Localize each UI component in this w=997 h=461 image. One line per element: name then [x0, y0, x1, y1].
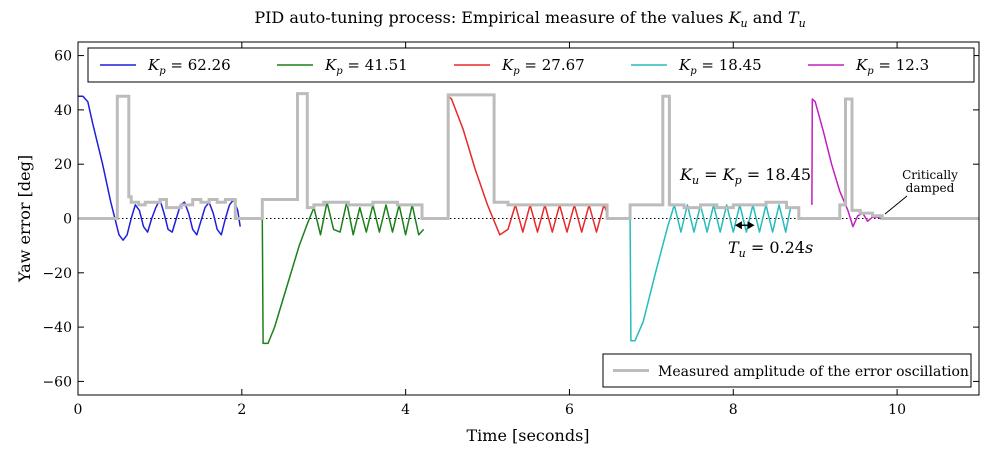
legend-label-5: Kp = 12.3 [855, 56, 929, 77]
ku-k: K [679, 165, 693, 184]
critically-damped-pointer [884, 195, 908, 215]
series-line-5 [811, 98, 902, 228]
title-tu-sub: u [799, 17, 806, 30]
critically-damped-line2: damped [906, 181, 955, 195]
legend-k: K [501, 56, 514, 74]
chart-title: PID auto-tuning process: Empirical measu… [254, 8, 805, 30]
amplitude-layer [78, 92, 979, 220]
legend-sub: p [867, 66, 874, 77]
title-ku-k: K [728, 8, 742, 27]
title-ku-sub: u [741, 17, 748, 30]
ku-eq: = [699, 165, 723, 184]
ku-value: = 18.45 [742, 165, 811, 184]
y-tick-label: −20 [42, 266, 72, 282]
tu-double-arrow [734, 221, 755, 230]
ku-sub: u [692, 174, 699, 187]
legend-label-4: Kp = 18.45 [678, 56, 762, 77]
tu-unit: s [805, 238, 813, 257]
legend-label-1: Kp = 62.26 [147, 56, 231, 77]
y-ticks: −60 −40 −20 0 20 40 60 [42, 49, 979, 390]
legend-value: = 18.45 [697, 56, 762, 74]
critically-damped-line1: Critically [902, 168, 958, 182]
legend-k: K [147, 56, 160, 74]
y-tick-label: 20 [54, 157, 72, 173]
legend-top: Kp = 62.26 Kp = 41.51 Kp = 27.67 Kp = 18.45… [87, 47, 975, 83]
series-layer [78, 95, 902, 345]
tu-t: T [728, 238, 740, 257]
y-tick-label: −60 [42, 374, 72, 390]
series-line-3 [447, 95, 608, 236]
ku-kp: K [722, 165, 736, 184]
legend-sub: p [159, 66, 166, 77]
series-line-1 [78, 95, 241, 241]
title-and: and [748, 8, 788, 27]
tu-arrow-head-left [734, 221, 742, 230]
legend-k: K [855, 56, 868, 74]
x-tick-label: 6 [565, 402, 574, 418]
plot-frame [77, 41, 980, 396]
tu-annotation: Tu = 0.24s [728, 238, 813, 260]
title-tu-t: T [788, 8, 800, 27]
tu-value: = 0.24 [746, 238, 805, 257]
title-main: PID auto-tuning process: Empirical measu… [254, 8, 728, 27]
legend-sub: p [513, 66, 520, 77]
x-tick-label: 8 [729, 402, 738, 418]
legend-value: = 62.26 [166, 56, 231, 74]
legend-sub: p [336, 66, 343, 77]
legend-bottom: Measured amplitude of the error oscillat… [602, 353, 972, 388]
amplitude-line [78, 92, 979, 220]
legend-k: K [324, 56, 337, 74]
ku-annotation: Ku = Kp = 18.45 [679, 165, 811, 187]
legend-label-2: Kp = 41.51 [324, 56, 408, 77]
tu-arrow-head-right [747, 221, 755, 230]
x-ticks: 0 2 4 6 8 10 [74, 42, 906, 418]
legend-k: K [678, 56, 691, 74]
x-tick-label: 10 [888, 402, 906, 418]
y-tick-label: 40 [54, 103, 72, 119]
x-tick-label: 4 [401, 402, 410, 418]
legend-sub: p [690, 66, 697, 77]
series-line-2 [261, 201, 425, 345]
tu-sub: u [739, 247, 746, 260]
y-tick-label: 0 [63, 212, 72, 228]
y-axis-label: Yaw error [deg] [15, 155, 34, 283]
legend-bottom-frame [602, 353, 972, 388]
legend-label-3: Kp = 27.67 [501, 56, 585, 77]
y-tick-label: −40 [42, 320, 72, 336]
legend-amplitude-label: Measured amplitude of the error oscillat… [658, 364, 969, 380]
x-tick-label: 0 [74, 402, 83, 418]
x-tick-label: 2 [237, 402, 246, 418]
legend-value: = 41.51 [343, 56, 408, 74]
series-line-4 [629, 204, 792, 342]
y-tick-label: 60 [54, 49, 72, 65]
legend-value: = 27.67 [520, 56, 585, 74]
x-axis-label: Time [seconds] [466, 426, 589, 445]
ku-kp-sub: p [735, 174, 742, 187]
legend-top-items: Kp = 62.26 Kp = 41.51 Kp = 27.67 Kp = 18.45… [100, 56, 929, 77]
legend-value: = 12.3 [874, 56, 930, 74]
